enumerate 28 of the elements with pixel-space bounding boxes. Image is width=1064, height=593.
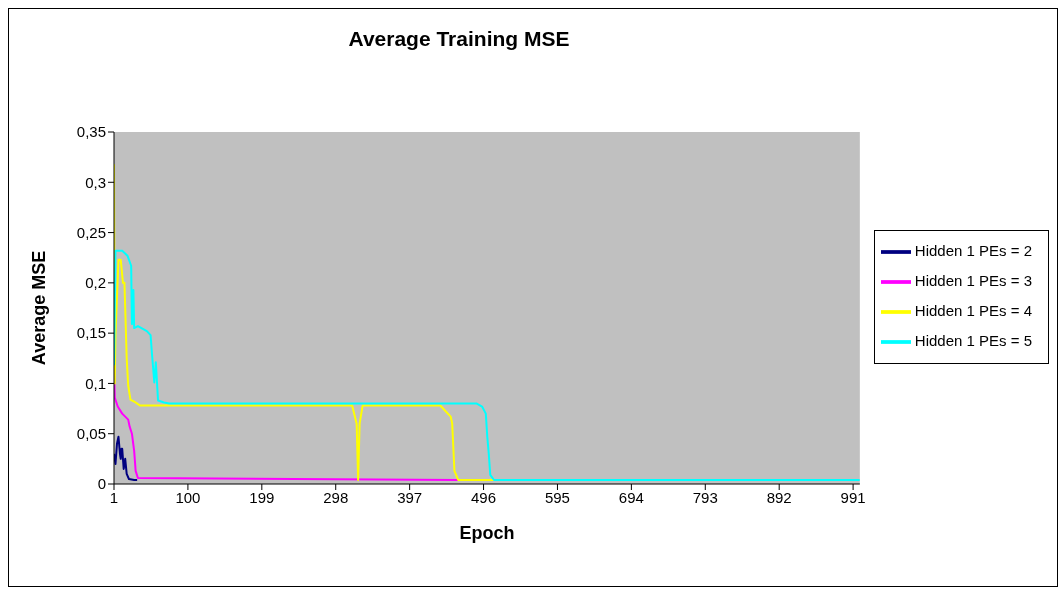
x-tick-label: 892 <box>766 488 792 506</box>
x-tick-label: 793 <box>692 488 718 506</box>
y-tick-label: 0 <box>97 475 106 493</box>
x-tick-label: 100 <box>175 488 201 506</box>
legend-label: Hidden 1 PEs = 4 <box>914 301 1032 319</box>
y-tick-label: 0,2 <box>85 274 106 292</box>
y-tick-label: 0,05 <box>76 425 106 443</box>
x-tick-label: 991 <box>840 488 866 506</box>
y-tick-label: 0,15 <box>76 324 106 342</box>
x-tick-label: 496 <box>471 488 497 506</box>
x-tick-label: 199 <box>249 488 275 506</box>
y-tick-label: 0,35 <box>76 123 106 141</box>
y-axis-title: Average MSE <box>29 250 50 366</box>
x-axis-title: Epoch <box>459 523 515 543</box>
y-tick-label: 0,25 <box>76 223 106 241</box>
x-tick-label: 397 <box>397 488 423 506</box>
y-tick-label: 0,3 <box>85 173 106 191</box>
x-tick-label: 298 <box>323 488 349 506</box>
legend-label: Hidden 1 PEs = 3 <box>914 271 1032 289</box>
y-tick-label: 0,1 <box>85 374 106 392</box>
line-series <box>114 249 860 481</box>
x-tick-label: 1 <box>109 488 119 506</box>
legend-label: Hidden 1 PEs = 2 <box>914 241 1032 259</box>
legend-label: Hidden 1 PEs = 5 <box>914 331 1032 349</box>
chart-title: Average Training MSE <box>347 27 571 51</box>
x-tick-label: 694 <box>618 488 644 506</box>
line-series <box>114 435 139 481</box>
x-tick-label: 595 <box>544 488 570 506</box>
